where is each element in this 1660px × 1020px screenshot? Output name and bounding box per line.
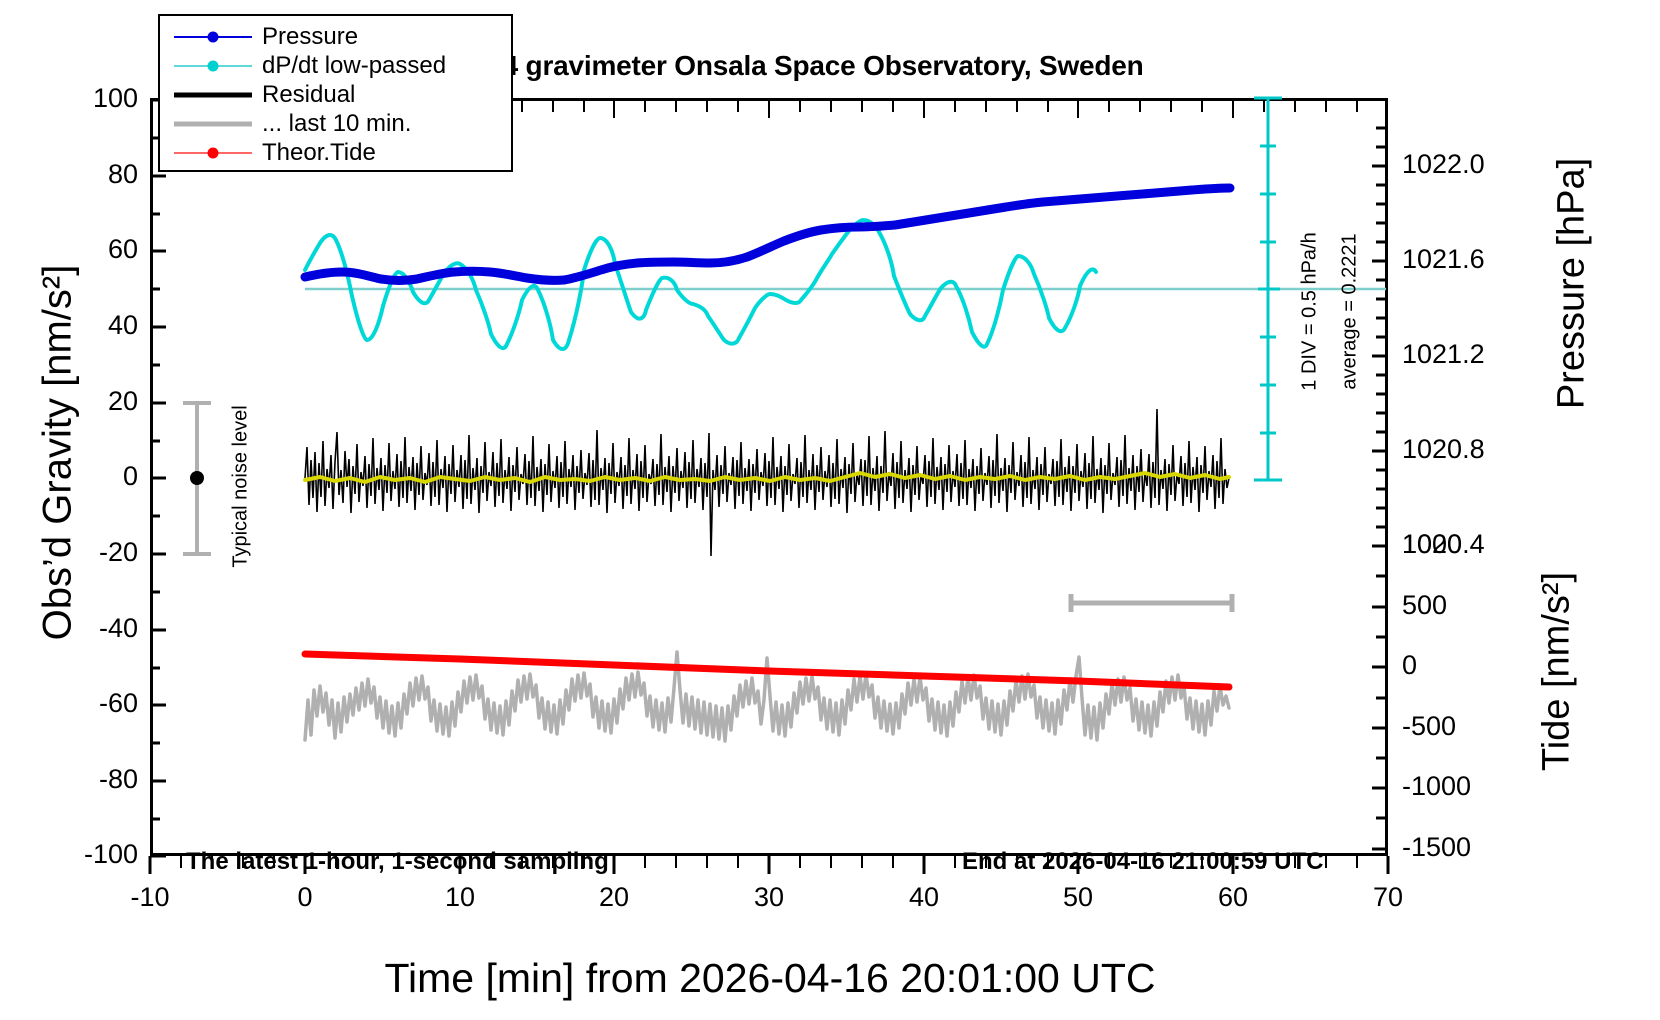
- x-tick-label: 0: [297, 882, 313, 912]
- legend-item-dpdt: dP/dt low-passed: [160, 51, 511, 80]
- pressure-tick-label: 1020.8: [1402, 434, 1485, 464]
- legend-label: dP/dt low-passed: [262, 51, 447, 79]
- tide-tick-label: -1500: [1402, 832, 1472, 862]
- x-tick-label: 50: [1062, 882, 1094, 912]
- x-tick-label: 20: [598, 882, 630, 912]
- legend-label: Residual: [262, 80, 356, 108]
- bottom-right-note: End at 2026-04-16 21:00:59 UTC: [962, 848, 1324, 875]
- legend-item-last10: ... last 10 min.: [160, 109, 511, 138]
- x-tick-label: 70: [1372, 882, 1404, 912]
- pressure-tick-label: 1021.6: [1402, 244, 1485, 274]
- y-tick-label: 20: [107, 386, 138, 416]
- y-tick-label: 100: [92, 83, 138, 113]
- x-tick-label: 40: [908, 882, 940, 912]
- bottom-left-note: The latest 1-hour, 1-second sampling: [186, 848, 609, 875]
- legend-swatch-residual-icon: [174, 84, 252, 106]
- tide-tick-label: -1000: [1402, 771, 1472, 801]
- pressure-tick-label: 1020.4: [1402, 529, 1485, 559]
- legend: Pressure dP/dt low-passed Residual ... l…: [158, 14, 513, 172]
- legend-label: ... last 10 min.: [262, 109, 412, 137]
- x-axis-label: Time [min] from 2026-04-16 20:01:00 UTC: [384, 955, 1156, 1001]
- y-axis-pressure-label: Pressure [hPa]: [1550, 157, 1593, 410]
- legend-swatch-last10-icon: [174, 113, 252, 135]
- legend-item-residual: Residual: [160, 80, 511, 109]
- plot-area: [150, 98, 1388, 856]
- y-tick-label: -100: [83, 839, 138, 869]
- legend-item-tide: Theor.Tide: [160, 138, 511, 167]
- x-tick-label: 60: [1217, 882, 1249, 912]
- x-tick-label: -10: [130, 882, 170, 912]
- tide-tick-label: 0: [1402, 650, 1418, 680]
- y-tick-label: 0: [122, 461, 138, 491]
- y-axis-left-label: Obs’d Gravity [nm/s²]: [35, 264, 80, 641]
- pressure-tick-label: 1022.0: [1402, 149, 1485, 179]
- y-axis-tide-label: Tide [nm/s²]: [1535, 571, 1578, 772]
- legend-item-pressure: Pressure: [160, 22, 511, 51]
- y-tick-label: 60: [107, 234, 138, 264]
- legend-swatch-pressure-icon: [174, 26, 252, 48]
- x-tick-label: 30: [753, 882, 785, 912]
- pressure-tick-label: 1021.2: [1402, 339, 1485, 369]
- typical-noise-label: Typical noise level: [229, 405, 252, 568]
- y-tick-label: -20: [98, 537, 138, 567]
- page-title: SCG_054 gravimeter Onsala Space Observat…: [396, 50, 1144, 81]
- tide-tick-label: 500: [1402, 590, 1448, 620]
- legend-swatch-dpdt-icon: [174, 55, 252, 77]
- legend-label: Pressure: [262, 22, 359, 50]
- average-label: average = 0.2221: [1338, 233, 1361, 390]
- div-scale-label: 1 DIV = 0.5 hPa/h: [1298, 232, 1321, 391]
- y-tick-label: 40: [107, 310, 138, 340]
- y-tick-label: 80: [107, 159, 138, 189]
- tide-tick-label: -500: [1402, 711, 1457, 741]
- x-tick-label: 10: [444, 882, 476, 912]
- y-tick-label: -40: [98, 613, 138, 643]
- y-tick-label: -80: [98, 764, 138, 794]
- tide-tick-label: 1000: [1402, 529, 1463, 559]
- legend-swatch-tide-icon: [174, 142, 252, 164]
- y-tick-label: -60: [98, 688, 138, 718]
- legend-label: Theor.Tide: [262, 138, 376, 166]
